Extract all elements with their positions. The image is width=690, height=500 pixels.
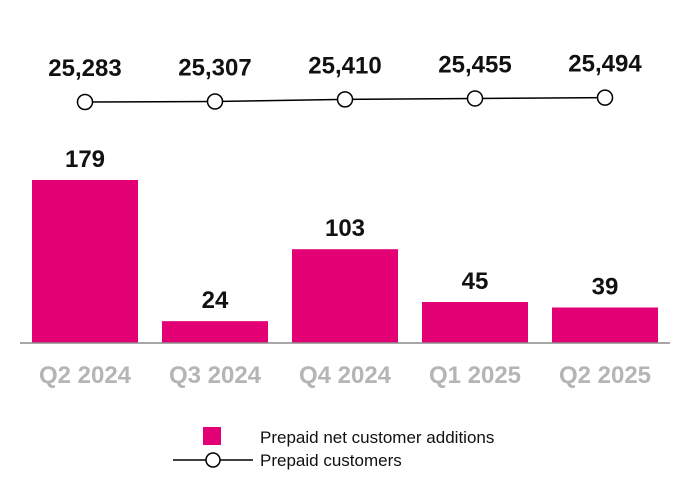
x-tick-label: Q2 2024 [39,362,132,389]
x-tick-label: Q1 2025 [429,362,521,389]
line-marker [466,90,484,107]
line-value-label: 25,283 [48,55,121,82]
line-value-label: 25,455 [438,51,511,78]
x-axis-ticks: Q2 2024 Q3 2024 Q4 2024 Q1 2025 Q2 2025 [39,362,651,389]
line-value-label: 25,494 [568,51,642,78]
legend-label-net-additions: Prepaid net customer additions [260,428,494,447]
bar-value-label: 179 [65,146,105,173]
legend-label-customers: Prepaid customers [260,451,402,470]
bar-value-label: 24 [202,287,229,314]
bar-q2-2025 [552,307,658,343]
line-marker [206,93,224,110]
x-tick-label: Q2 2025 [559,362,651,389]
line-marker [336,91,354,108]
line-marker [596,89,614,106]
line-series-layer: 25,283 25,307 25,410 25,455 25,494 [48,51,642,111]
bar-q1-2025 [422,302,528,343]
bar-q2-2024 [32,180,138,343]
legend-bar-swatch [203,427,221,445]
bar-value-label: 45 [462,268,489,295]
line-marker [76,93,94,111]
line-value-label: 25,410 [308,52,381,79]
bar-value-label: 103 [325,215,365,242]
legend: Prepaid net customer additions Prepaid c… [173,427,494,470]
bar-series-layer: 179 24 103 45 39 [32,146,658,343]
legend-line-marker [205,452,221,468]
x-tick-label: Q4 2024 [299,362,392,389]
bar-q4-2024 [292,249,398,343]
bar-q3-2024 [162,321,268,343]
line-value-label: 25,307 [178,55,251,82]
bar-value-label: 39 [592,273,619,300]
x-tick-label: Q3 2024 [169,362,262,389]
